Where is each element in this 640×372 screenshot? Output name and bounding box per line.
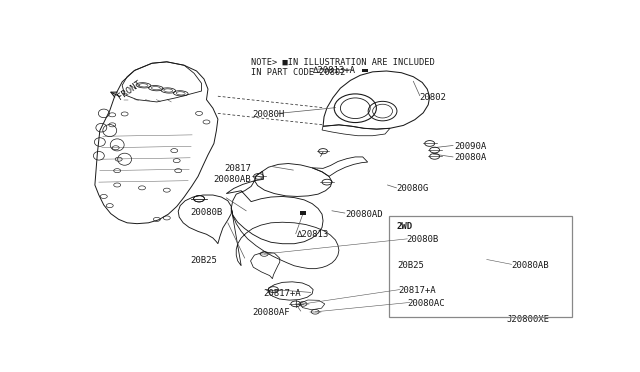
Text: 20B25: 20B25	[397, 261, 424, 270]
Text: 20B25: 20B25	[190, 256, 217, 264]
Bar	[300, 211, 306, 215]
Text: ∆20813+A: ∆20813+A	[312, 66, 355, 75]
Text: 20802: 20802	[420, 93, 447, 102]
Text: 20817+A: 20817+A	[398, 286, 436, 295]
Text: 20080B: 20080B	[406, 235, 438, 244]
Bar	[388, 216, 572, 317]
Text: 20080A: 20080A	[454, 153, 487, 162]
Text: J20800XE: J20800XE	[507, 315, 550, 324]
Text: 20080B: 20080B	[190, 208, 222, 217]
Text: 20080AB: 20080AB	[511, 261, 549, 270]
Text: NOTE> ■IN ILLUSTRATION ARE INCLUDED
IN PART CODE 20802: NOTE> ■IN ILLUSTRATION ARE INCLUDED IN P…	[251, 58, 435, 77]
Text: 20080AD: 20080AD	[345, 210, 383, 219]
Text: 20817: 20817	[224, 164, 251, 173]
Text: 20080G: 20080G	[396, 184, 429, 193]
Text: ∆20813: ∆20813	[296, 230, 328, 239]
Text: 20090A: 20090A	[454, 142, 487, 151]
Text: 20080AB: 20080AB	[213, 175, 250, 184]
Text: 20817+A: 20817+A	[264, 289, 301, 298]
Text: 20080H: 20080H	[253, 110, 285, 119]
Text: FRONT: FRONT	[116, 79, 143, 102]
Text: 20080AF: 20080AF	[253, 308, 290, 317]
Bar	[362, 69, 368, 72]
Text: 2WD: 2WD	[396, 222, 413, 231]
Text: 20080AC: 20080AC	[408, 299, 445, 308]
